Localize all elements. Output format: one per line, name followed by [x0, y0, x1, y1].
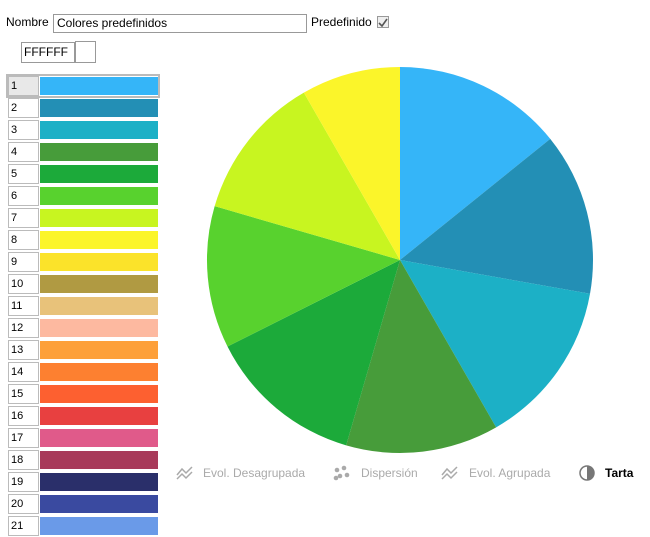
tab-label: Evol. Desagrupada — [203, 466, 305, 480]
palette-row[interactable]: 20 — [8, 494, 158, 514]
palette-swatch — [40, 319, 158, 337]
pie-slice — [400, 138, 593, 294]
palette-swatch — [40, 473, 158, 491]
palette-index: 7 — [8, 208, 39, 228]
palette-index: 3 — [8, 120, 39, 140]
palette-row[interactable]: 2 — [8, 98, 158, 118]
palette-row[interactable]: 10 — [8, 274, 158, 294]
palette-row[interactable]: 13 — [8, 340, 158, 360]
palette-index: 14 — [8, 362, 39, 382]
tab-label: Tarta — [605, 466, 634, 480]
palette-swatch — [40, 121, 158, 139]
predefined-checkbox[interactable] — [377, 16, 389, 28]
palette-swatch — [40, 385, 158, 403]
hex-input[interactable]: FFFFFF — [21, 42, 75, 63]
palette-index: 9 — [8, 252, 39, 272]
palette-row[interactable]: 18 — [8, 450, 158, 470]
name-label: Nombre — [6, 15, 49, 29]
palette-row[interactable]: 7 — [8, 208, 158, 228]
palette-row[interactable]: 6 — [8, 186, 158, 206]
palette-row[interactable]: 17 — [8, 428, 158, 448]
tab[interactable]: Evol. Desagrupada — [176, 466, 305, 480]
pie-slice — [400, 260, 591, 428]
palette-row[interactable]: 8 — [8, 230, 158, 250]
palette-swatch — [40, 297, 158, 315]
pie-slice — [303, 67, 400, 260]
color-preview — [75, 41, 96, 63]
palette-row[interactable]: 16 — [8, 406, 158, 426]
tab-label: Evol. Agrupada — [469, 466, 551, 480]
palette-row[interactable]: 1 — [6, 74, 160, 98]
name-input[interactable]: Colores predefinidos — [53, 14, 307, 33]
palette-swatch — [40, 517, 158, 535]
palette-index: 1 — [8, 76, 39, 96]
palette-swatch — [40, 495, 158, 513]
palette-index: 12 — [8, 318, 39, 338]
pie-slice — [400, 67, 551, 260]
palette-index: 16 — [8, 406, 39, 426]
palette-index: 20 — [8, 494, 39, 514]
palette-swatch — [40, 363, 158, 381]
palette-row[interactable]: 19 — [8, 472, 158, 492]
palette-index: 2 — [8, 98, 39, 118]
palette-swatch — [40, 407, 158, 425]
palette-index: 4 — [8, 142, 39, 162]
palette-swatch — [40, 253, 158, 271]
palette-row[interactable]: 5 — [8, 164, 158, 184]
palette-swatch — [40, 143, 158, 161]
tab-icon — [333, 475, 339, 481]
palette-index: 6 — [8, 186, 39, 206]
palette-swatch — [40, 429, 158, 447]
palette-row[interactable]: 14 — [8, 362, 158, 382]
palette-swatch — [40, 165, 158, 183]
tab-icon — [441, 466, 458, 480]
palette-swatch — [40, 77, 158, 95]
palette-index: 8 — [8, 230, 39, 250]
pie-slice — [214, 92, 400, 260]
pie-slice — [227, 260, 400, 446]
tab-icon — [587, 466, 594, 480]
tab[interactable]: Dispersión — [333, 465, 418, 481]
palette-row[interactable]: 21 — [8, 516, 158, 536]
palette-index: 5 — [8, 164, 39, 184]
palette-index: 18 — [8, 450, 39, 470]
palette-row[interactable]: 12 — [8, 318, 158, 338]
tab[interactable]: Tarta — [579, 465, 634, 481]
tab-label: Dispersión — [361, 466, 418, 480]
palette-index: 13 — [8, 340, 39, 360]
palette-index: 10 — [8, 274, 39, 294]
palette-index: 11 — [8, 296, 39, 316]
palette-index: 17 — [8, 428, 39, 448]
palette-row[interactable]: 15 — [8, 384, 158, 404]
pie-slice — [207, 206, 400, 347]
palette-swatch — [40, 187, 158, 205]
palette-swatch — [40, 209, 158, 227]
palette-swatch — [40, 275, 158, 293]
palette-index: 15 — [8, 384, 39, 404]
palette-swatch — [40, 99, 158, 117]
tab-icon — [334, 467, 340, 473]
pie-slice — [346, 260, 497, 453]
palette-swatch — [40, 451, 158, 469]
checkmark — [378, 18, 388, 28]
palette-row[interactable]: 11 — [8, 296, 158, 316]
tab-icon — [176, 466, 193, 480]
palette-row[interactable]: 4 — [8, 142, 158, 162]
palette-row[interactable]: 3 — [8, 120, 158, 140]
tab[interactable]: Evol. Agrupada — [441, 466, 551, 480]
predefined-label: Predefinido — [311, 15, 372, 29]
palette-row[interactable]: 9 — [8, 252, 158, 272]
palette-swatch — [40, 341, 158, 359]
tab-icon — [344, 472, 350, 478]
palette-swatch — [40, 231, 158, 249]
tab-icon — [341, 465, 347, 471]
palette-index: 19 — [8, 472, 39, 492]
tab-icon — [337, 473, 343, 479]
palette-index: 21 — [8, 516, 39, 536]
